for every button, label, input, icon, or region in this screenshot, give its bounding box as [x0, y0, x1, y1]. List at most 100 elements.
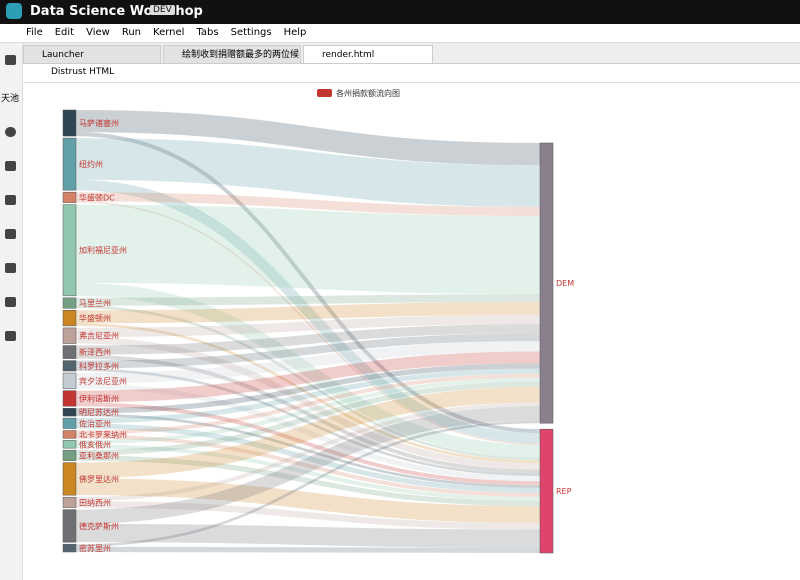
sankey-link[interactable] [75, 455, 541, 507]
sankey-node[interactable] [62, 297, 77, 309]
sankey-node[interactable] [539, 428, 554, 554]
sankey-node[interactable] [62, 327, 77, 344]
sankey-node[interactable] [62, 109, 77, 137]
node-label: 纽约州 [79, 159, 103, 169]
tabs-icon[interactable] [5, 195, 16, 205]
sankey-link[interactable] [75, 315, 541, 338]
sankey-node[interactable] [539, 142, 554, 424]
sankey-link[interactable] [75, 138, 541, 207]
node-label: 佐治亚州 [79, 418, 111, 428]
sankey-node[interactable] [62, 390, 77, 407]
sankey-node[interactable] [62, 509, 77, 543]
sankey-link[interactable] [75, 301, 541, 324]
menu-item[interactable]: Tabs [196, 27, 219, 38]
sankey-link[interactable] [75, 351, 541, 403]
commands-icon[interactable] [5, 161, 16, 171]
sankey-node[interactable] [62, 191, 77, 203]
sankey-link[interactable] [75, 324, 541, 355]
sankey-link[interactable] [75, 204, 541, 295]
running-icon[interactable] [5, 127, 16, 137]
tab[interactable]: 绘制收到捐赠额最多的两位候 [163, 45, 301, 63]
sankey-link[interactable] [75, 373, 541, 435]
sankey-link[interactable] [75, 110, 541, 166]
sankey-node[interactable] [62, 440, 77, 449]
sankey-link[interactable] [75, 363, 541, 414]
menu-item[interactable]: Kernel [153, 27, 185, 38]
sankey-node[interactable] [62, 462, 77, 496]
sankey-link[interactable] [75, 377, 541, 445]
sankey-link[interactable] [75, 201, 541, 445]
sankey-link[interactable] [75, 333, 541, 369]
sankey-node[interactable] [62, 345, 77, 359]
node-label: REP [556, 487, 572, 496]
sankey-node[interactable] [62, 408, 77, 417]
sankey-link[interactable] [75, 546, 541, 554]
window-icon[interactable] [5, 263, 16, 273]
sankey-link[interactable] [75, 423, 541, 494]
sankey-link[interactable] [75, 368, 541, 477]
sankey-node[interactable] [62, 310, 77, 327]
node-label: 马里兰州 [79, 298, 111, 308]
sankey-link[interactable] [75, 341, 541, 384]
sankey-link[interactable] [75, 434, 541, 497]
sankey-link[interactable] [75, 383, 541, 482]
sankey-link[interactable] [75, 406, 541, 524]
sankey-link[interactable] [75, 192, 541, 216]
sankey-link[interactable] [75, 337, 541, 470]
menu-item[interactable]: Settings [230, 27, 272, 38]
distrust-button[interactable]: Distrust HTML [51, 67, 115, 77]
node-label: 明尼苏达州 [79, 407, 119, 417]
tab[interactable]: render.html [303, 45, 433, 63]
sankey-link[interactable] [75, 402, 541, 486]
sankey-node[interactable] [62, 137, 77, 191]
sankey-link[interactable] [75, 420, 541, 547]
menu-bar: File Edit View Run Kernel Tabs Settings Help [0, 24, 800, 43]
sankey-node[interactable] [62, 417, 77, 429]
sankey-link[interactable] [75, 305, 541, 461]
sankey-link[interactable] [75, 354, 541, 474]
sankey-node[interactable] [62, 204, 77, 297]
sankey-node[interactable] [62, 430, 77, 439]
menu-item[interactable]: Run [121, 27, 142, 38]
node-label: 密苏里州 [79, 543, 111, 553]
sankey-node[interactable] [62, 360, 77, 372]
legend-label[interactable]: 各州捐款额流向图 [336, 88, 400, 98]
sankey-node[interactable] [62, 543, 77, 553]
sankey-link[interactable] [75, 323, 541, 464]
extension-icon[interactable] [5, 331, 16, 341]
code-icon[interactable] [5, 297, 16, 307]
node-label: 德克萨斯州 [79, 521, 119, 531]
tab[interactable]: Launcher [23, 45, 161, 63]
sankey-link[interactable] [75, 523, 541, 548]
sankey-link[interactable] [75, 368, 541, 424]
node-label: 华盛顿DC [79, 192, 115, 202]
node-label: 佛罗里达州 [79, 474, 119, 484]
sankey-node[interactable] [62, 449, 77, 461]
sankey-link[interactable] [75, 402, 541, 502]
menu-item[interactable]: Edit [54, 27, 75, 38]
sankey-link[interactable] [75, 413, 541, 488]
sankey-link[interactable] [75, 294, 541, 306]
sankey-link[interactable] [75, 381, 541, 456]
node-label: 华盛顿州 [79, 313, 111, 323]
sankey-node[interactable] [62, 496, 77, 508]
menu-item[interactable]: Help [283, 27, 307, 38]
sankey-link[interactable] [75, 179, 541, 444]
sankey-link[interactable] [75, 282, 541, 458]
sankey-link[interactable] [75, 386, 541, 479]
node-label: 新泽西州 [79, 347, 111, 357]
node-label: 科罗拉多州 [79, 361, 119, 371]
folder-icon[interactable] [5, 55, 16, 65]
menu-item[interactable]: File [26, 27, 43, 38]
sankey-link[interactable] [75, 478, 541, 524]
sankey-link[interactable] [75, 132, 541, 434]
sankey-node[interactable] [62, 372, 77, 389]
menu-item[interactable]: View [86, 27, 110, 38]
sidebar-label[interactable]: 天池 [1, 94, 20, 104]
settings-icon[interactable] [5, 229, 16, 239]
legend-swatch[interactable] [317, 89, 332, 97]
sankey-link[interactable] [75, 444, 541, 501]
sankey-link[interactable] [75, 501, 541, 530]
